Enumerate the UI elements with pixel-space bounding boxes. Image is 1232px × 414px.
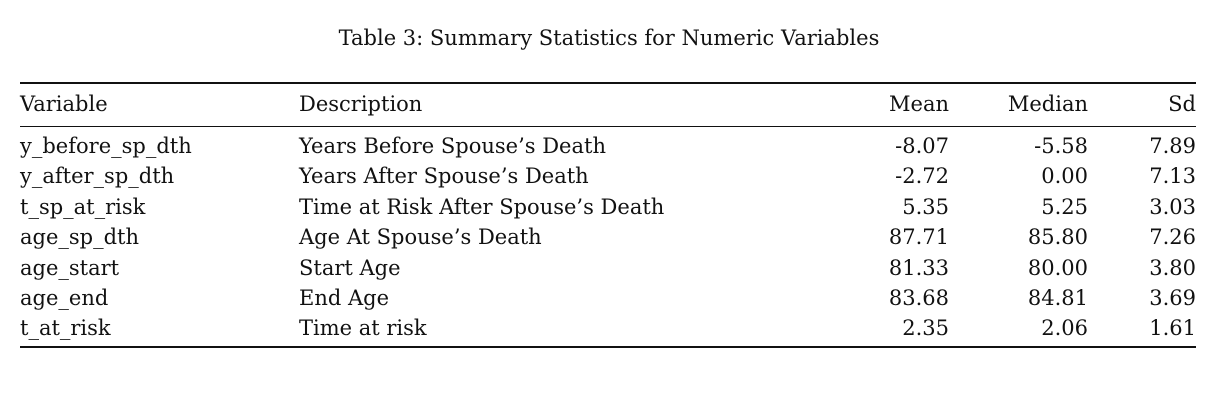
cell-description: Time at Risk After Spouse’s Death [299,194,665,219]
table-header-row: Variable Description Mean Median Sd [20,91,1196,117]
cell-description: Start Age [299,255,401,280]
cell-mean: 81.33 [888,255,949,280]
cell-sd: 3.69 [1149,285,1196,310]
table-top-rule [20,82,1196,84]
table-row: t_at_risk Time at risk 2.35 2.06 1.61 [20,315,1196,345]
cell-mean: -8.07 [895,134,949,158]
cell-description: Years Before Spouse’s Death [299,134,606,158]
cell-sd: 1.61 [1149,316,1196,341]
cell-description: Time at risk [299,316,427,341]
table-row: y_before_sp_dth Years Before Spouse’s De… [20,133,1196,163]
cell-variable: t_at_risk [20,316,111,341]
cell-variable: y_after_sp_dth [20,164,175,189]
table-row: age_start Start Age 81.33 80.00 3.80 [20,255,1196,285]
cell-sd: 7.13 [1149,164,1196,189]
cell-mean: 2.35 [902,316,949,341]
header-sd: Sd [1168,92,1196,116]
header-median: Median [1007,92,1088,116]
table-body: y_before_sp_dth Years Before Spouse’s De… [20,133,1196,346]
cell-mean: 87.71 [888,225,949,250]
table-caption: Table 3: Summary Statistics for Numeric … [338,26,880,50]
cell-description: End Age [299,285,390,310]
cell-median: 0.00 [1041,164,1088,189]
cell-variable: t_sp_at_risk [20,194,146,219]
table-row: age_end End Age 83.68 84.81 3.69 [20,285,1196,315]
cell-mean: 83.68 [888,285,949,310]
cell-description: Age At Spouse’s Death [299,225,542,250]
cell-mean: -2.72 [895,164,949,189]
table-row: y_after_sp_dth Years After Spouse’s Deat… [20,163,1196,193]
cell-variable: age_end [20,285,109,310]
cell-description: Years After Spouse’s Death [299,164,589,189]
table-row: age_sp_dth Age At Spouse’s Death 87.71 8… [20,224,1196,254]
header-description: Description [299,92,423,116]
cell-median: 5.25 [1041,194,1088,219]
cell-median: 84.81 [1027,285,1088,310]
cell-median: -5.58 [1034,134,1088,158]
table-header-rule [20,126,1196,127]
cell-sd: 7.89 [1149,134,1196,158]
table-bottom-rule [20,346,1196,348]
header-mean: Mean [889,92,949,116]
cell-sd: 3.03 [1149,194,1196,219]
cell-sd: 3.80 [1149,255,1196,280]
cell-sd: 7.26 [1149,225,1196,250]
cell-variable: age_start [20,255,120,280]
table-row: t_sp_at_risk Time at Risk After Spouse’s… [20,194,1196,224]
cell-median: 80.00 [1027,255,1088,280]
cell-median: 85.80 [1027,225,1088,250]
header-variable: Variable [20,92,108,116]
cell-variable: y_before_sp_dth [20,134,192,158]
cell-mean: 5.35 [902,194,949,219]
cell-median: 2.06 [1041,316,1088,341]
cell-variable: age_sp_dth [20,225,140,250]
